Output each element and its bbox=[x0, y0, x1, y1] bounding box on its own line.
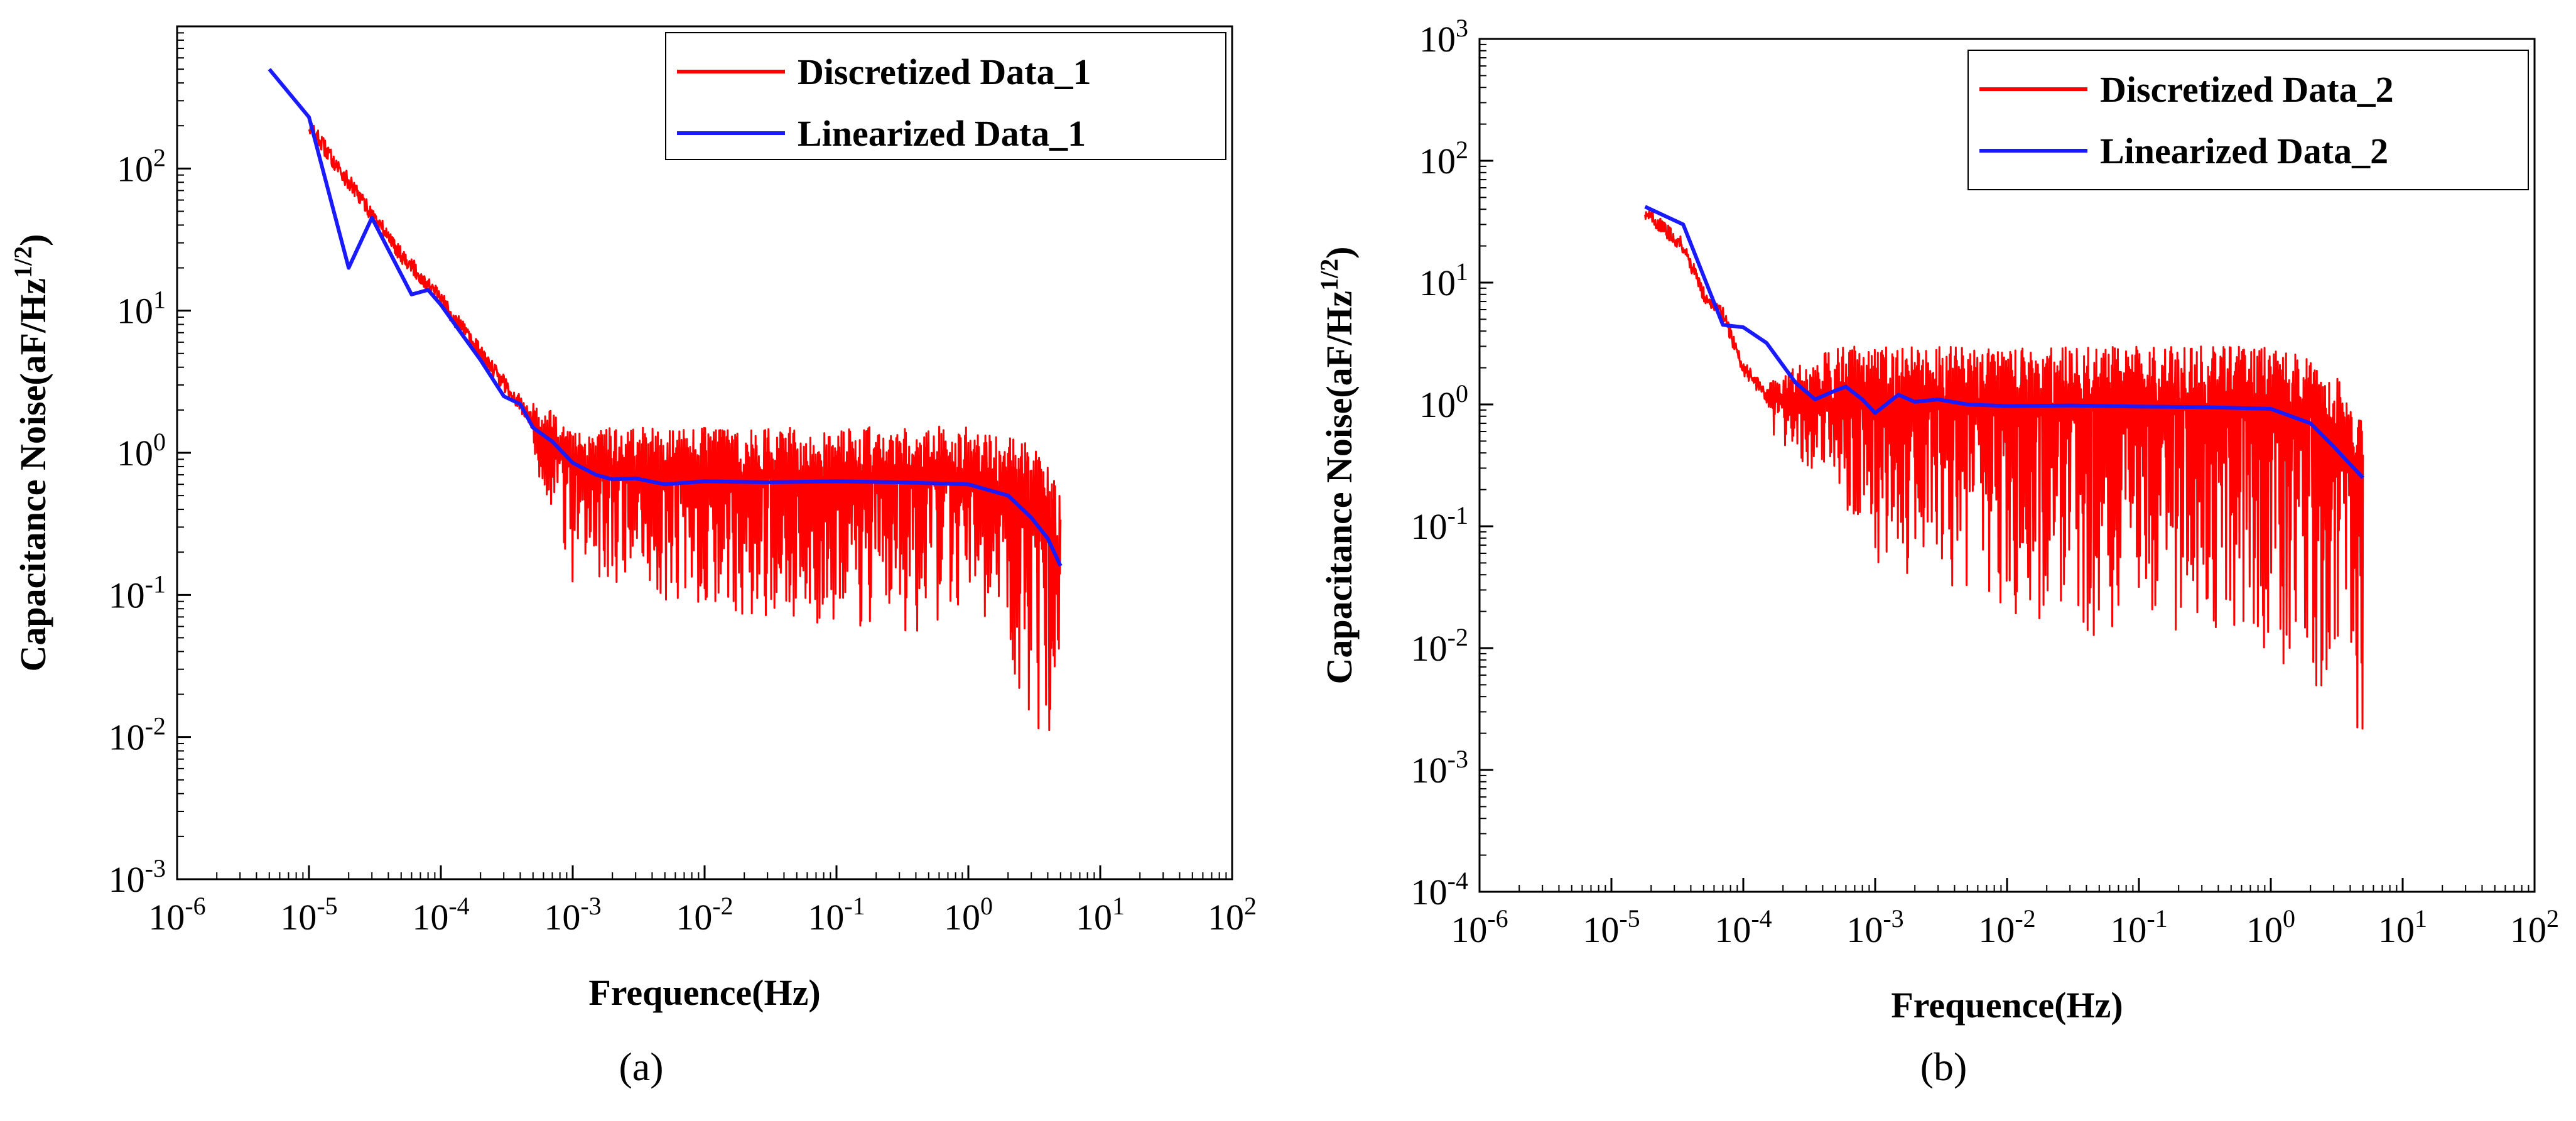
y-tick-label: 10-1 bbox=[109, 570, 166, 615]
y-tick-label: 102 bbox=[1419, 136, 1468, 181]
y-axis-title: Capacitance Noise(aF/Hz1/2) bbox=[1315, 246, 1360, 684]
chart-panel-a: 10-6 10-5 10-4 10-3 10-2 10-1 100 101 102 10-3 10-… bbox=[9, 25, 1257, 1013]
y-tick-label: 10-1 bbox=[1411, 501, 1468, 547]
y-tick-label: 10-2 bbox=[1411, 623, 1468, 669]
x-tick-label: 10-6 bbox=[1451, 904, 1508, 950]
panel-label-b: (b) bbox=[1920, 1044, 1967, 1089]
x-tick-label: 10-2 bbox=[1978, 904, 2035, 950]
x-axis-title: Frequence(Hz) bbox=[588, 972, 820, 1013]
x-tick-label: 10-3 bbox=[1846, 904, 1903, 950]
y-tick-label: 101 bbox=[1419, 257, 1468, 303]
legend-box bbox=[1967, 50, 2529, 190]
y-tick-label: 10-4 bbox=[1411, 867, 1468, 913]
chart-panel-b: 10-6 10-5 10-4 10-3 10-2 10-1 100 101 102 10-4 10-… bbox=[1315, 14, 2559, 1026]
x-tick-label: 101 bbox=[2378, 904, 2427, 950]
x-tick-label: 10-5 bbox=[280, 892, 337, 938]
y-axis-title: Capacitance Noise(aF/Hz1/2) bbox=[9, 234, 53, 671]
plot-area bbox=[268, 68, 1063, 732]
x-tick-label: 10-3 bbox=[544, 892, 601, 938]
series-line-linearized bbox=[1644, 205, 2364, 479]
legend-label: Discretized Data_2 bbox=[2100, 69, 2394, 110]
x-tick-label: 100 bbox=[2246, 904, 2295, 950]
legend-label: Discretized Data_1 bbox=[798, 51, 1091, 92]
legend-box bbox=[665, 32, 1226, 160]
panel-label-a: (a) bbox=[619, 1044, 663, 1089]
x-tick-label: 101 bbox=[1076, 892, 1125, 938]
y-tick-label: 100 bbox=[117, 428, 166, 474]
y-tick-label: 103 bbox=[1419, 14, 1468, 60]
y-tick-label: 10-3 bbox=[1411, 745, 1468, 791]
x-tick-label: 10-5 bbox=[1583, 904, 1640, 950]
legend: Discretized Data_1 Linearized Data_1 bbox=[665, 32, 1226, 160]
y-tick-label: 100 bbox=[1419, 379, 1468, 425]
legend-label: Linearized Data_1 bbox=[798, 113, 1086, 154]
series-line-discretized bbox=[1644, 210, 2364, 730]
x-tick-label: 102 bbox=[2510, 904, 2559, 950]
x-tick-label: 10-1 bbox=[2110, 904, 2167, 950]
x-tick-label: 10-1 bbox=[808, 892, 865, 938]
y-tick-label: 101 bbox=[117, 286, 166, 332]
y-tick-label: 10-3 bbox=[109, 854, 166, 900]
y-tick-label: 10-2 bbox=[109, 712, 166, 758]
plot-area bbox=[1644, 205, 2364, 730]
x-tick-label: 10-4 bbox=[412, 892, 469, 938]
x-tick-label: 10-2 bbox=[676, 892, 733, 938]
y-tick-label: 102 bbox=[117, 143, 166, 189]
x-tick-label: 102 bbox=[1208, 892, 1257, 938]
legend-label: Linearized Data_2 bbox=[2100, 131, 2388, 171]
legend: Discretized Data_2 Linearized Data_2 bbox=[1967, 50, 2529, 190]
x-tick-label: 10-4 bbox=[1714, 904, 1772, 950]
series-line-linearized bbox=[268, 68, 1063, 567]
x-tick-label: 10-6 bbox=[148, 892, 205, 938]
x-tick-label: 100 bbox=[944, 892, 993, 938]
x-axis-title: Frequence(Hz) bbox=[1891, 985, 2123, 1026]
series-line-discretized bbox=[308, 122, 1062, 732]
